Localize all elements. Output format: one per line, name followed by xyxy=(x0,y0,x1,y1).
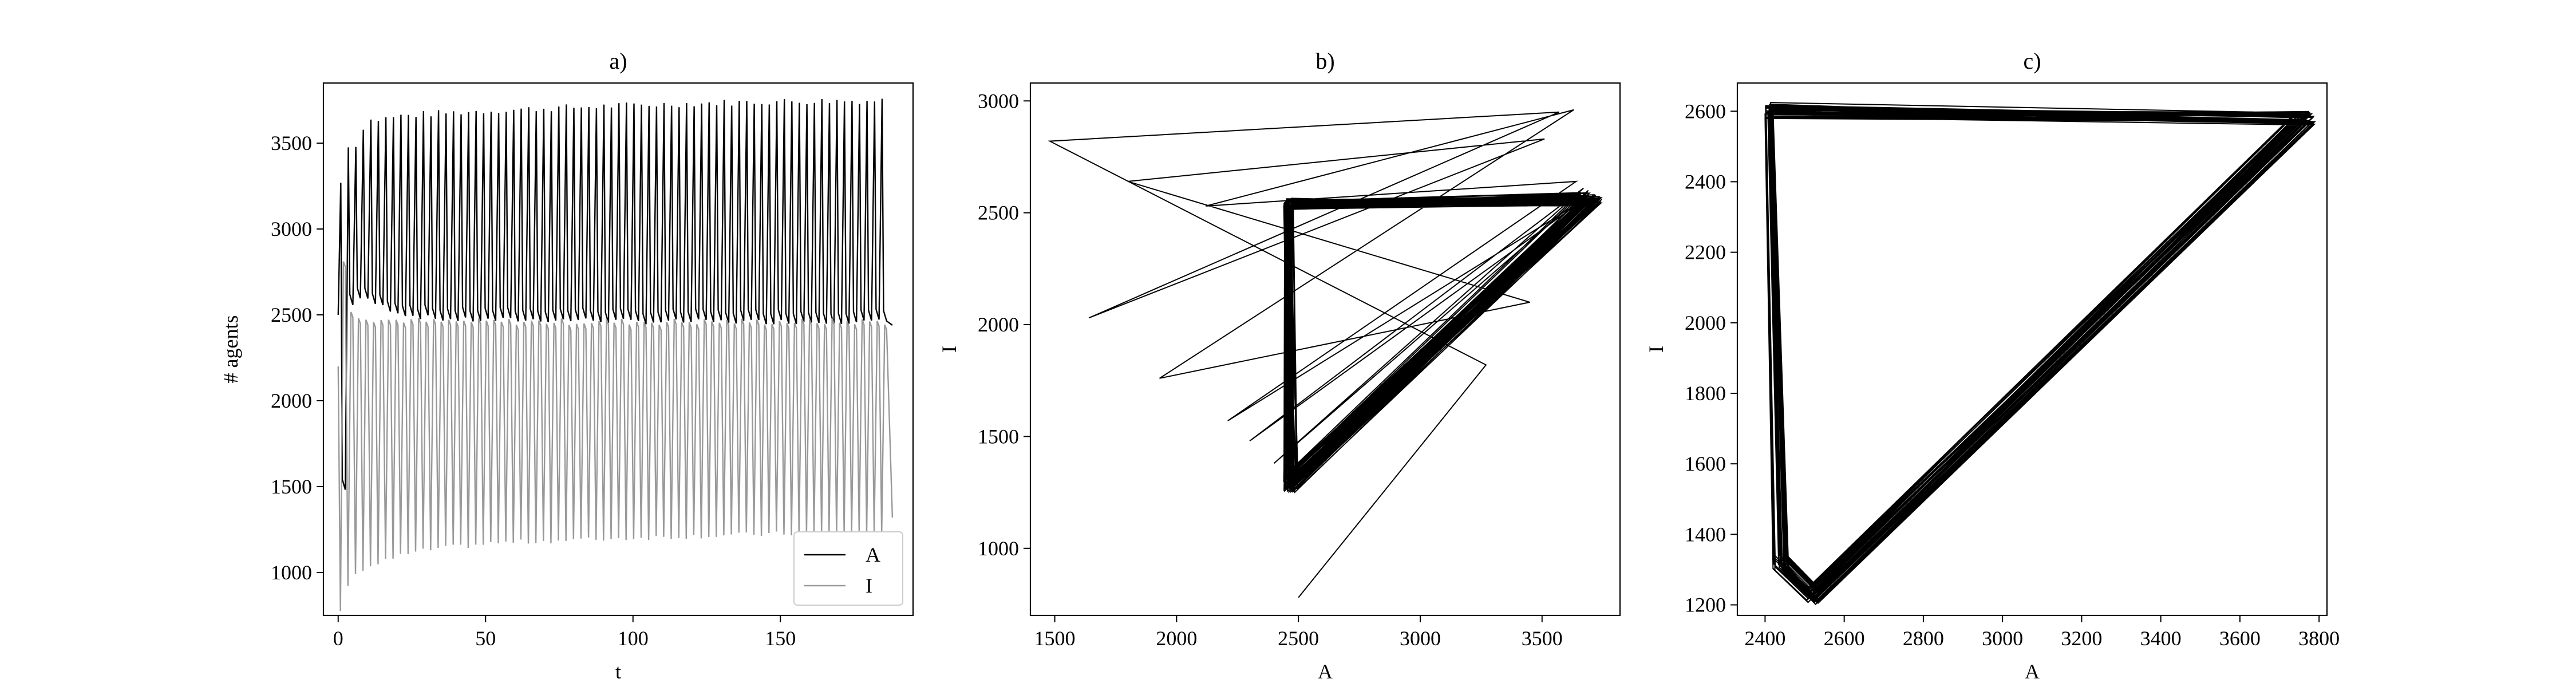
x-tick-label: 1500 xyxy=(1034,627,1076,650)
limit-cycle-line xyxy=(1764,102,2317,606)
legend-box xyxy=(793,531,903,606)
y-tick-label: 2000 xyxy=(978,313,1019,336)
x-tick-label: 3200 xyxy=(2061,627,2102,650)
panel-title: a) xyxy=(609,48,627,74)
x-tick-label: 3000 xyxy=(1400,627,1441,650)
y-tick-label: 2000 xyxy=(1685,311,1726,334)
y-tick-label: 3000 xyxy=(271,218,312,240)
y-tick-label: 1500 xyxy=(271,475,312,498)
x-tick-label: 2800 xyxy=(1903,627,1944,650)
x-tick-label: 2000 xyxy=(1156,627,1197,650)
plot-frame xyxy=(1736,82,2328,617)
series-line-A xyxy=(337,98,893,490)
x-axis-label: A xyxy=(2025,660,2040,683)
x-tick-label: 3600 xyxy=(2219,627,2261,650)
y-axis-label: # agents xyxy=(219,315,242,384)
panel-title: c) xyxy=(2023,48,2041,74)
series-line-I xyxy=(337,261,894,611)
y-tick-label: 1800 xyxy=(1685,382,1726,405)
y-tick-label: 2600 xyxy=(1685,100,1726,123)
x-tick-label: 2600 xyxy=(1824,627,1865,650)
legend-label-A: A xyxy=(866,543,880,566)
y-axis-label: I xyxy=(1645,346,1668,353)
x-tick-label: 3000 xyxy=(1982,627,2023,650)
x-tick-label: 150 xyxy=(765,627,796,650)
x-tick-label: 3800 xyxy=(2298,627,2340,650)
plot-frame xyxy=(1029,82,1621,617)
y-tick-label: 3000 xyxy=(978,89,1019,112)
plot-frame xyxy=(322,82,914,617)
x-tick-label: 3500 xyxy=(1522,627,1563,650)
x-tick-label: 50 xyxy=(475,627,496,650)
y-axis-label: I xyxy=(938,346,961,353)
y-tick-label: 2400 xyxy=(1685,170,1726,193)
panel-a: a) 0 50 100 150 1000 1500 2000 2500 3000 3500 t # ag… xyxy=(219,48,914,683)
x-axis-label: A xyxy=(1318,660,1333,683)
trajectory-line xyxy=(1048,109,1603,598)
y-tick-label: 1500 xyxy=(978,425,1019,448)
x-tick-label: 0 xyxy=(333,627,343,650)
x-tick-label: 2400 xyxy=(1744,627,1785,650)
x-axis-label: t xyxy=(615,660,621,683)
y-tick-label: 1000 xyxy=(978,537,1019,560)
legend: AI xyxy=(793,531,903,606)
x-tick-label: 3400 xyxy=(2140,627,2182,650)
y-tick-label: 2500 xyxy=(271,303,312,326)
y-tick-label: 3500 xyxy=(271,132,312,155)
y-tick-label: 1600 xyxy=(1685,452,1726,475)
legend-label-I: I xyxy=(866,574,872,597)
x-tick-label: 100 xyxy=(618,627,649,650)
panel-b: b) 1500 2000 2500 3000 3500 1000 1500 2000 2500 30… xyxy=(938,48,1621,683)
panel-c: c) 2400 2600 2800 3000 3200 3400 3600 3800 1200 14… xyxy=(1645,48,2340,683)
x-tick-label: 2500 xyxy=(1278,627,1319,650)
y-tick-label: 2200 xyxy=(1685,241,1726,264)
y-tick-label: 2500 xyxy=(978,202,1019,224)
y-tick-label: 1400 xyxy=(1685,523,1726,546)
y-tick-label: 1200 xyxy=(1685,594,1726,617)
y-tick-label: 2000 xyxy=(271,389,312,412)
panel-title: b) xyxy=(1315,48,1334,74)
y-tick-label: 1000 xyxy=(271,561,312,584)
